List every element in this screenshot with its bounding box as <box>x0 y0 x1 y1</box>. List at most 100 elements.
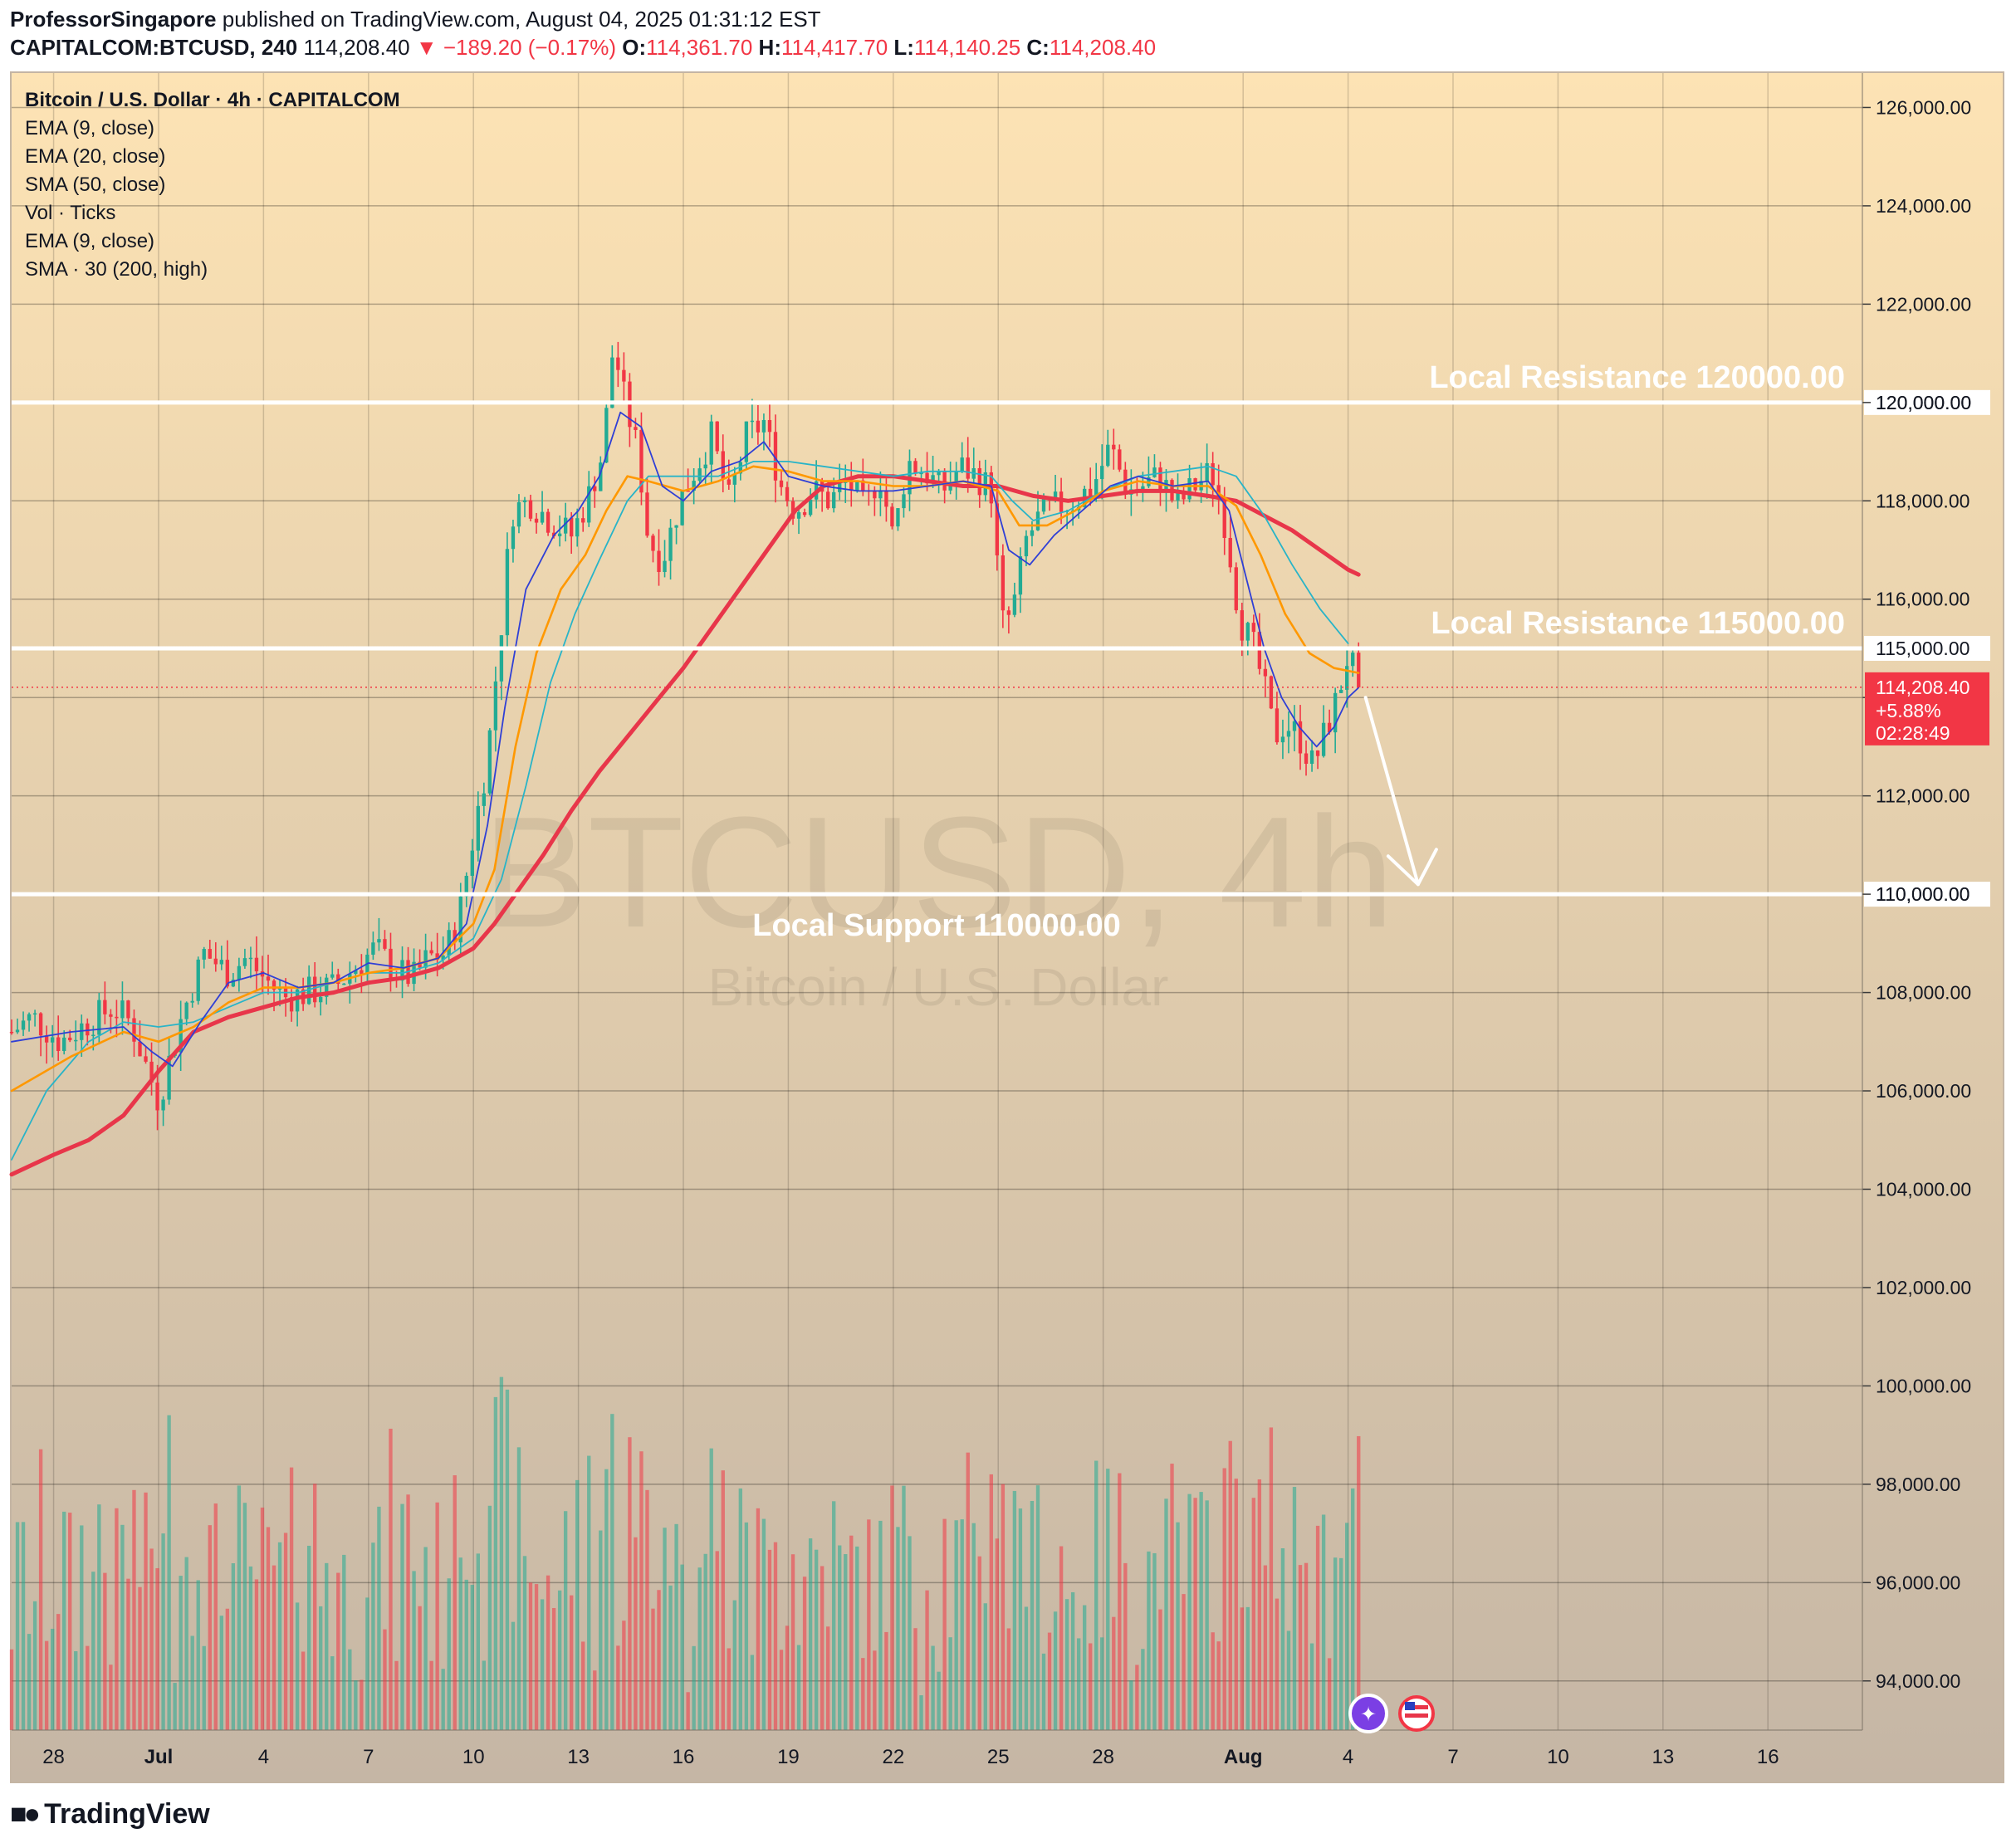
volume-bar <box>546 1575 550 1730</box>
volume-bar <box>756 1508 761 1730</box>
volume-bar <box>1304 1562 1309 1730</box>
volume-bar <box>1047 1632 1052 1730</box>
candle-body <box>599 462 603 491</box>
watermark-description: Bitcoin / U.S. Dollar <box>708 957 1169 1017</box>
volume-bar <box>814 1549 819 1730</box>
candle-body <box>779 480 784 487</box>
volume-bar <box>738 1488 743 1730</box>
time-axis[interactable]: 28 Jul 4 7 10 13 16 19 22 25 28 Aug 4 7 10 13 16 <box>12 1729 1862 1768</box>
chart-icons[interactable]: ✦ <box>1348 1694 1435 1733</box>
time-tick-label: 25 <box>987 1746 1010 1768</box>
candle-body <box>1357 653 1361 687</box>
grid-lines <box>12 73 1862 1730</box>
last-price-change-label: +5.88% <box>1876 700 1941 721</box>
volume-bar <box>790 1554 795 1730</box>
chart-header: ProfessorSingapore published on TradingV… <box>0 0 2016 71</box>
candle-body <box>861 480 865 491</box>
volume-bar <box>248 1566 253 1730</box>
volume-bar <box>179 1576 183 1730</box>
candle-body <box>1275 708 1280 743</box>
volume-bar <box>522 1556 527 1730</box>
volume-bar <box>120 1524 125 1730</box>
volume-bar <box>21 1522 26 1730</box>
level-axis-tag <box>1864 882 1990 907</box>
volume-bar <box>779 1650 784 1730</box>
volume-bar <box>429 1660 433 1730</box>
price-tick-label: 116,000.00 <box>1876 589 1970 610</box>
volume-bar <box>208 1525 212 1730</box>
volume-bar <box>849 1535 854 1730</box>
volume-bar <box>995 1538 1000 1730</box>
volume-bar <box>1094 1460 1099 1730</box>
author-name[interactable]: ProfessorSingapore <box>10 7 217 32</box>
price-tick-label: 96,000.00 <box>1876 1572 1960 1593</box>
candle-body <box>319 996 323 1003</box>
price-tick-label: 98,000.00 <box>1876 1474 1960 1495</box>
price-chart[interactable]: BTCUSD, 4h Bitcoin / U.S. Dollar 120,000… <box>0 71 2016 1785</box>
volume-bar <box>1327 1658 1332 1730</box>
volume-bar <box>458 1557 462 1730</box>
volume-bar <box>499 1376 504 1730</box>
volume-bar <box>1089 1643 1093 1730</box>
candle-body <box>925 472 929 484</box>
candle-body <box>1228 537 1232 568</box>
volume-bar <box>1240 1607 1244 1730</box>
candle-body <box>557 533 562 536</box>
volume-bar <box>301 1651 306 1730</box>
magic-sparkle-icon[interactable] <box>1348 1694 1388 1733</box>
candle-body <box>715 421 719 452</box>
open-label: O: <box>622 35 647 60</box>
volume-bar <box>62 1511 66 1730</box>
candle-body <box>1205 462 1209 482</box>
volume-bar <box>1245 1606 1250 1730</box>
volume-bar <box>651 1608 655 1730</box>
watermark: BTCUSD, 4h Bitcoin / U.S. Dollar <box>482 785 1394 1017</box>
tradingview-logo[interactable]: ■● TradingView <box>10 1798 210 1831</box>
candle-body <box>1035 511 1040 530</box>
time-tick-label: 16 <box>673 1746 695 1768</box>
candle-body <box>703 464 707 469</box>
candle-body <box>418 961 422 968</box>
volume-bar <box>68 1513 72 1730</box>
candle-body <box>1182 491 1186 500</box>
volume-bar <box>155 1567 159 1730</box>
candle-body <box>360 970 364 975</box>
publish-date: published on TradingView.com, August 04,… <box>222 7 821 32</box>
candle-body <box>1280 736 1285 743</box>
volume-bar <box>360 1679 364 1730</box>
volume-bar <box>1187 1493 1191 1730</box>
candle-body <box>790 501 795 519</box>
candle-body <box>1112 444 1116 450</box>
candle-body <box>1158 467 1162 491</box>
candle-body <box>499 635 504 682</box>
candle-body <box>225 960 230 987</box>
volume-bar <box>989 1474 993 1730</box>
volume-bar <box>412 1571 416 1730</box>
candle-body <box>254 957 259 972</box>
volume-bar <box>587 1455 591 1730</box>
price-axis[interactable]: 126,000.00 124,000.00 122,000.00 120,000.00… <box>1862 73 1971 1730</box>
volume-bar <box>348 1649 352 1730</box>
volume-bar <box>9 1649 14 1730</box>
candle-body <box>389 948 393 979</box>
volume-bar <box>890 1485 894 1730</box>
volume-bar <box>628 1437 632 1730</box>
volume-bar <box>1193 1498 1197 1730</box>
candle-body <box>1141 486 1145 491</box>
volume-bar <box>1070 1591 1075 1730</box>
volume-bar <box>1129 1680 1133 1730</box>
volume-bar <box>342 1554 346 1730</box>
candle-body <box>1286 731 1291 737</box>
candle-body <box>540 511 545 523</box>
candle-body <box>587 486 591 523</box>
candle-body <box>32 1013 37 1015</box>
candle-body <box>528 500 533 519</box>
volume-bar <box>1064 1599 1069 1730</box>
candle-body <box>1211 462 1215 486</box>
candle-body <box>645 492 649 536</box>
volume-bar <box>1257 1479 1262 1730</box>
volume-bar <box>1176 1522 1180 1730</box>
candle-body <box>103 1000 107 1014</box>
volume-bar <box>435 1502 439 1730</box>
candle-body <box>756 420 761 433</box>
